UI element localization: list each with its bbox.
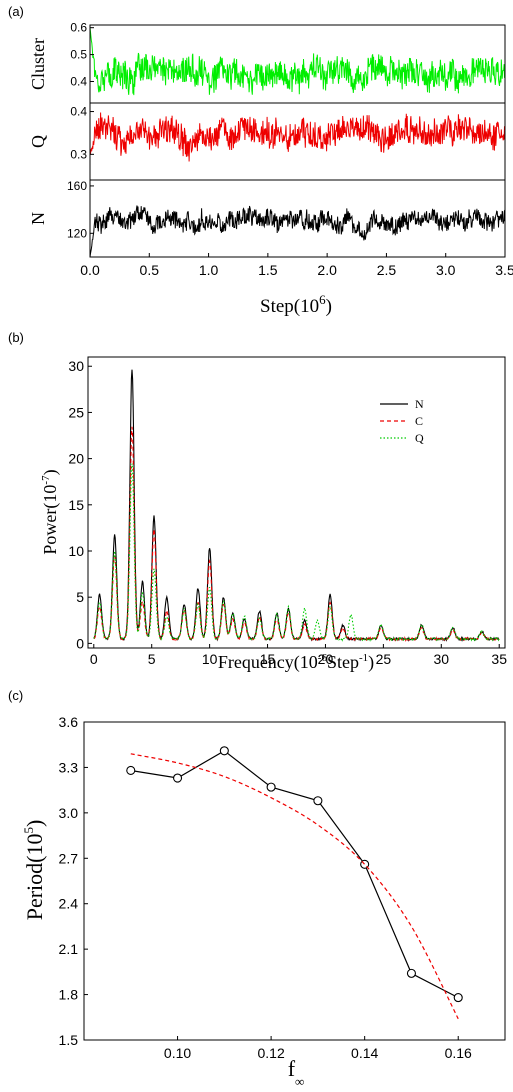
series-line-c [93, 426, 500, 642]
panel-c-label: (c) [8, 688, 23, 703]
data-point-marker [219, 746, 229, 756]
y-tick-label: 15 [68, 497, 84, 513]
subplot-y-axis-label: N [28, 212, 48, 225]
power-spectrum-plot: 0 5 10 15 20 25 30 35 0 5 10 15 20 25 30 [68, 356, 507, 667]
measured-period-line [130, 750, 459, 999]
panel-c-y-axis-label: Period(105) [21, 820, 47, 921]
plot-frame [87, 356, 506, 649]
legend-label-c: C [415, 414, 423, 428]
x-tick-label: 0.12 [257, 1045, 284, 1061]
panel-b: (b) 0 5 10 15 20 25 30 35 0 5 10 15 20 25 30 Power(10-… [8, 330, 507, 673]
panel-a-label: (a) [8, 4, 24, 19]
series-line-n [93, 369, 500, 643]
x-tick-label: 30 [434, 651, 450, 667]
y-tick-label: 20 [68, 451, 84, 467]
legend-label-n: N [415, 397, 424, 411]
data-point-marker [266, 782, 276, 792]
legend-label-q: Q [415, 431, 424, 445]
panel-a: (a) 0.4 0.5 0.6 Cluster 0.3 0.4 Q 120 160 N 0.0… [8, 4, 513, 317]
y-tick-label: 0.4 [70, 74, 87, 88]
y-tick-label: 5 [76, 589, 84, 605]
y-tick-label: 3.6 [59, 714, 79, 730]
y-tick-label: 2.4 [59, 896, 79, 912]
x-tick-label: 2.5 [377, 262, 397, 278]
subplot-y-axis-label: Q [28, 135, 48, 148]
y-tick-label: 0.5 [70, 48, 87, 62]
x-tick-label: 1.0 [199, 262, 219, 278]
data-point-marker [453, 993, 463, 1003]
panel-b-x-axis-label: Frequency(10-6Step-1) [218, 652, 374, 673]
y-tick-label: 0.6 [70, 21, 87, 35]
x-tick-label: 5 [148, 651, 156, 667]
plot-frame [83, 721, 506, 1041]
y-tick-label: 10 [68, 543, 84, 559]
y-tick-label: 1.8 [59, 987, 79, 1003]
x-tick-label: 15 [260, 651, 276, 667]
y-tick-label: 25 [68, 404, 84, 420]
series-line-q [93, 463, 500, 642]
x-tick-label: 1.5 [258, 262, 278, 278]
period-plot: 0.10 0.12 0.14 0.16 1.5 1.8 2.1 2.4 2.7 3.0 3.3 3.6 [59, 714, 506, 1061]
y-tick-label: 1.5 [59, 1032, 79, 1048]
y-tick-label: 0.3 [70, 147, 87, 161]
y-tick-label: 2.7 [59, 850, 79, 866]
y-tick-label: 3.0 [59, 805, 79, 821]
cluster-series-line [90, 27, 505, 96]
panel-a-x-axis-label: Step(106) [260, 292, 332, 317]
y-tick-label: 120 [67, 226, 87, 240]
y-tick-label: 0 [76, 635, 84, 651]
y-tick-label: 160 [67, 179, 87, 193]
x-tick-label: 25 [376, 651, 392, 667]
x-tick-label: 10 [202, 651, 218, 667]
n-series-line [90, 205, 505, 257]
panel-c: (c) 0.10 0.12 0.14 0.16 1.5 1.8 2.1 2.4 2.7 3.0 3.… [8, 688, 506, 1089]
cluster-subplot: 0.4 0.5 0.6 Cluster [28, 21, 506, 104]
x-tick-label: 0 [90, 651, 98, 667]
x-tick-label: 2.0 [317, 262, 337, 278]
q-series-line [90, 112, 505, 162]
x-tick-label: 0.0 [80, 262, 100, 278]
q-subplot: 0.3 0.4 Q [28, 102, 506, 181]
subplot-y-axis-label: Cluster [28, 38, 48, 90]
data-point-marker [313, 796, 323, 806]
n-subplot: 120 160 N [28, 179, 506, 258]
y-tick-label: 3.3 [59, 759, 79, 775]
x-tick-label: 0.5 [140, 262, 160, 278]
data-point-marker [406, 968, 416, 978]
x-tick-label: 0.16 [445, 1045, 472, 1061]
data-point-marker [173, 773, 183, 783]
data-point-marker [126, 765, 136, 776]
x-tick-label: 3.5 [495, 262, 513, 278]
panel-b-y-axis-label: Power(10-7) [40, 469, 61, 554]
y-tick-label: 0.4 [70, 105, 87, 119]
panel-b-label: (b) [8, 330, 24, 345]
y-tick-label: 30 [68, 358, 84, 374]
x-tick-label: 35 [491, 651, 507, 667]
y-tick-label: 2.1 [59, 941, 79, 957]
x-tick-label: 3.0 [436, 262, 456, 278]
x-tick-label: 0.10 [164, 1045, 191, 1061]
panel-a-x-ticks: 0.0 0.5 1.0 1.5 2.0 2.5 3.0 3.5 [80, 253, 513, 278]
panel-b-legend: NCQ [380, 397, 424, 445]
panel-c-x-axis-label: f∞ [288, 1056, 305, 1089]
subplot-frame [89, 179, 506, 258]
x-tick-label: 0.14 [351, 1045, 378, 1061]
x-tick-label: 20 [318, 651, 334, 667]
